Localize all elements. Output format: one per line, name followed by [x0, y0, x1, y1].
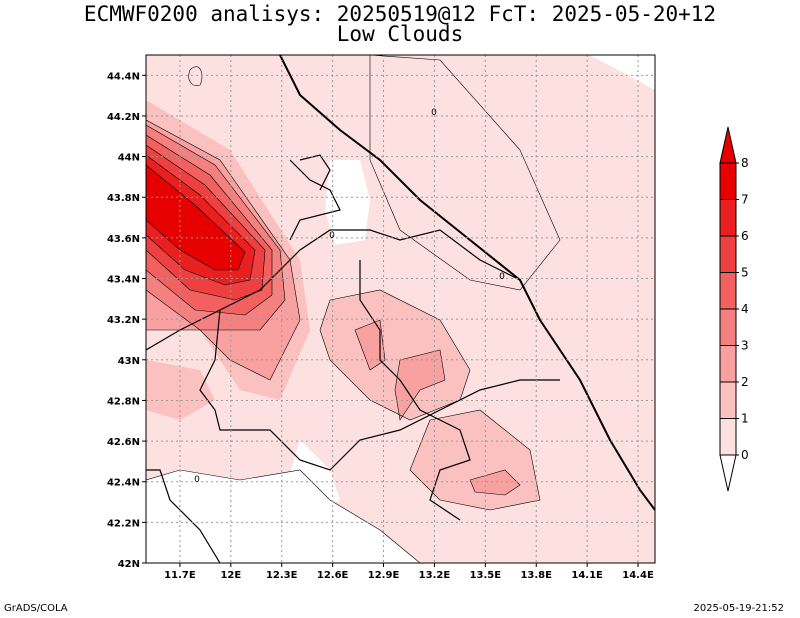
lat-tick-label: 44.2N: [107, 112, 140, 123]
lon-tick-label: 13.5E: [470, 570, 502, 581]
lon-tick-label: 12.9E: [368, 570, 400, 581]
colorbar-level-label: 0: [741, 448, 749, 462]
colorbar: 0 1 2 3 4 5 6 7 8: [719, 126, 749, 492]
colorbar-segment: [719, 272, 737, 310]
lat-tick-label: 44N: [118, 153, 140, 164]
longitude-labels: 11.7E 12E 12.3E 12.6E 12.9E 13.2E 13.5E 13.8E 14…: [164, 563, 654, 581]
chart-title: ECMWF0200 analisys: 20250519@12 FcT: 202…: [83, 2, 717, 26]
colorbar-level-label: 8: [741, 156, 749, 170]
boundaries: [146, 55, 655, 563]
lon-tick-label: 12.3E: [266, 570, 298, 581]
colorbar-segment: [719, 199, 737, 237]
lon-tick-label: 13.2E: [419, 570, 451, 581]
lat-tick-label: 42N: [118, 559, 140, 570]
colorbar-level-label: 7: [741, 193, 749, 207]
lat-tick-label: 42.6N: [107, 437, 140, 448]
lon-tick-label: 13.8E: [520, 570, 552, 581]
colorbar-level-label: 1: [741, 412, 749, 426]
colorbar-level-label: 6: [741, 229, 749, 243]
lat-tick-label: 43.2N: [107, 315, 140, 326]
lon-tick-label: 12E: [220, 570, 241, 581]
colorbar-segment: [719, 235, 737, 273]
map-frame: [145, 54, 656, 564]
lat-tick-label: 44.4N: [107, 71, 140, 82]
lat-tick-label: 43N: [118, 356, 140, 367]
lon-tick-label: 11.7E: [164, 570, 196, 581]
colorbar-lower-arrow: [719, 454, 737, 492]
colorbar-level-label: 4: [741, 302, 749, 316]
lon-tick-label: 14.1E: [571, 570, 603, 581]
latitude-labels: 42N 42.2N 42.4N 42.6N 42.8N 43N 43.2N 43.4N 43.6…: [107, 71, 146, 570]
lat-tick-label: 43.6N: [107, 234, 140, 245]
colorbar-level-label: 3: [741, 339, 749, 353]
colorbar-upper-arrow: [719, 126, 737, 164]
colorbar-segment: [719, 162, 737, 200]
contour-labels: 0 0 0 0: [194, 108, 505, 485]
chart-subtitle: Low Clouds: [336, 22, 464, 46]
colorbar-segment: [719, 381, 737, 419]
lat-tick-label: 42.2N: [107, 518, 140, 529]
colorbar-segment: [719, 418, 737, 456]
contour-value-label: 0: [194, 475, 200, 485]
lon-tick-label: 12.6E: [317, 570, 349, 581]
colorbar-segment: [719, 308, 737, 346]
colorbar-segment: [719, 345, 737, 383]
lat-tick-label: 43.4N: [107, 275, 140, 286]
contour-value-label: 0: [431, 108, 437, 118]
contour-value-label: 0: [499, 272, 505, 282]
colorbar-level-label: 2: [741, 375, 749, 389]
lat-tick-label: 42.4N: [107, 478, 140, 489]
lat-tick-label: 43.8N: [107, 193, 140, 204]
footer-credit: GrADS/COLA: [4, 603, 68, 614]
colorbar-level-label: 5: [741, 266, 749, 280]
footer-timestamp: 2025-05-19-21:52: [693, 603, 784, 614]
contour-lines: [146, 55, 561, 563]
lat-tick-label: 42.8N: [107, 396, 140, 407]
lon-tick-label: 14.4E: [622, 570, 654, 581]
contour-value-label: 0: [329, 231, 335, 241]
